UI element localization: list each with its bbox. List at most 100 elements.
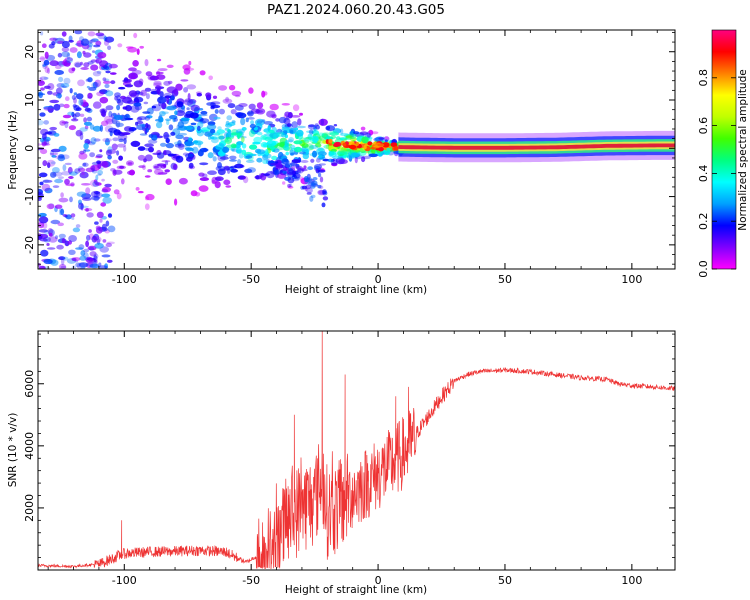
heatmap-cell [108, 127, 118, 133]
heatmap-cell [156, 74, 166, 80]
heatmap-cell [318, 163, 326, 166]
heatmap-cell [115, 122, 124, 128]
spectrogram-y-tick-label: 10 [23, 93, 36, 107]
heatmap-cell [210, 102, 216, 107]
snr-x-tick-label: 0 [375, 574, 382, 587]
heatmap-cell [90, 190, 101, 198]
heatmap-cell [97, 173, 102, 177]
heatmap-cell [112, 113, 117, 117]
heatmap-cell [47, 247, 56, 250]
heatmap-cell [136, 117, 143, 122]
heatmap-cell [163, 80, 171, 86]
heatmap-cell [106, 89, 110, 92]
heatmap-cell [175, 134, 184, 140]
heatmap-cell [241, 143, 247, 149]
heatmap-cell [126, 46, 134, 49]
heatmap-cell [70, 213, 76, 218]
heatmap-cell [187, 93, 191, 101]
heatmap-cell [217, 162, 222, 169]
heatmap-cell [60, 208, 65, 216]
heatmap-cell [128, 90, 138, 97]
heatmap-cell [296, 125, 306, 129]
heatmap-cell [52, 167, 60, 174]
heatmap-cell [207, 152, 214, 159]
heatmap-cell [161, 111, 169, 115]
heatmap-cell [330, 135, 337, 140]
heatmap-cell [64, 178, 70, 185]
colorbar: 0.0 0.2 0.4 0.6 0.8 Normalized spectral ampl… [697, 29, 749, 278]
colorbar-tick-label: 0.6 [697, 117, 710, 135]
snr-frame [37, 330, 676, 571]
heatmap-cell [271, 155, 278, 161]
heatmap-cell [71, 111, 75, 117]
heatmap-cell [104, 83, 110, 89]
heatmap-cell [156, 88, 161, 95]
colorbar-gradient [712, 30, 736, 269]
heatmap-cell [121, 178, 125, 185]
heatmap-cell [309, 145, 319, 149]
heatmap-cell [217, 168, 226, 176]
heatmap-cell [102, 239, 107, 243]
heatmap-cell [75, 107, 82, 111]
heatmap-cell [57, 52, 63, 58]
heatmap-cell [145, 71, 153, 77]
heatmap-cell [333, 124, 338, 127]
heatmap-cell [144, 175, 151, 178]
heatmap-cell [186, 84, 197, 90]
heatmap-cell [287, 139, 294, 143]
colorbar-ticks: 0.0 0.2 0.4 0.6 0.8 [697, 69, 736, 278]
heatmap-cell [216, 129, 226, 134]
heatmap-cell [113, 114, 124, 120]
heatmap-cell [309, 195, 314, 202]
heatmap-cell [145, 147, 149, 151]
heatmap-cell [300, 168, 308, 172]
heatmap-cell [235, 94, 241, 98]
heatmap-cell [116, 94, 121, 101]
heatmap-cell [85, 240, 89, 248]
heatmap-cell [158, 68, 168, 72]
heatmap-cell [68, 39, 74, 43]
snr-y-axis-label: SNR (10 * v/v) [7, 413, 19, 488]
heatmap-cell [94, 221, 99, 225]
heatmap-cell [95, 58, 103, 64]
heatmap-cell [249, 123, 256, 129]
heatmap-cell [261, 119, 266, 123]
heatmap-cell [83, 62, 90, 68]
heatmap-cell [335, 136, 341, 140]
heatmap-cell [140, 123, 147, 127]
heatmap-cell [52, 171, 63, 177]
carrier-band [398, 130, 675, 163]
heatmap-cell [153, 165, 159, 169]
heatmap-cell [101, 120, 109, 127]
heatmap-cell [90, 64, 99, 71]
heatmap-cell [73, 92, 78, 96]
heatmap-cell [89, 179, 99, 187]
heatmap-cell [264, 136, 273, 142]
colorbar-frame [711, 29, 737, 270]
heatmap-cell [248, 103, 256, 110]
heatmap-cell [47, 228, 53, 235]
heatmap-cell [44, 51, 49, 59]
heatmap-cell [78, 98, 84, 106]
heatmap-cell [129, 169, 135, 176]
snr-series [38, 331, 675, 570]
spectrogram-x-tick-label: 0 [375, 273, 382, 286]
heatmap-cell [42, 160, 48, 167]
heatmap-cell [89, 39, 96, 44]
heatmap-cell [198, 185, 209, 192]
heatmap-cell [50, 171, 57, 178]
heatmap-cell [99, 89, 108, 95]
heatmap-cell [138, 165, 146, 169]
heatmap-cell [48, 236, 58, 243]
heatmap-cell [214, 176, 224, 181]
heatmap-cell [91, 165, 96, 173]
carrier-band-level [398, 143, 675, 150]
heatmap-cell [61, 47, 70, 52]
heatmap-cell [147, 139, 158, 144]
heatmap-cell [61, 238, 66, 244]
heatmap-cell [393, 146, 400, 151]
heatmap-cell [207, 170, 217, 175]
heatmap-cell [58, 76, 64, 83]
heatmap-cell [52, 185, 60, 189]
heatmap-cell [173, 117, 178, 122]
